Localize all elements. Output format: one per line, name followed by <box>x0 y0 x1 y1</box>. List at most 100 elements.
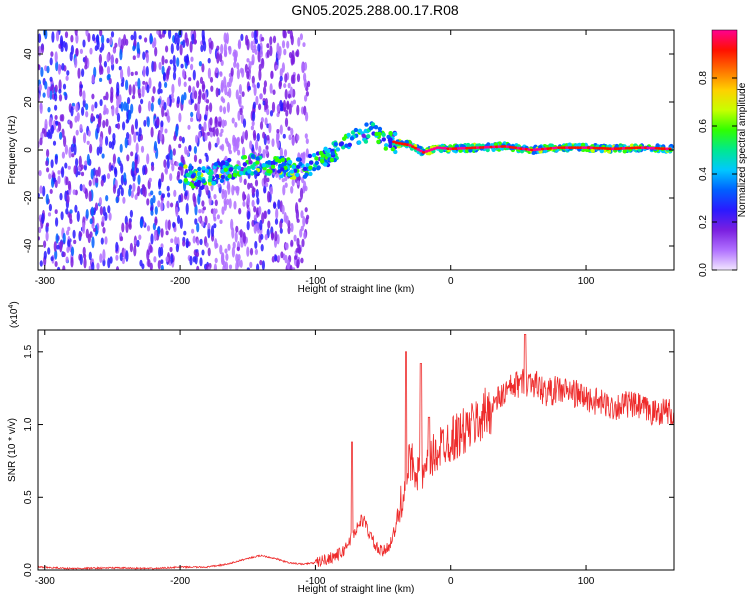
heatmap-cell <box>99 136 103 144</box>
heatmap-cell <box>158 179 162 190</box>
heatmap-cell <box>303 61 308 71</box>
heatmap-cell <box>46 167 50 173</box>
heatmap-cell <box>210 225 215 237</box>
heatmap-cell <box>149 244 153 253</box>
heatmap-cell <box>243 167 248 173</box>
heatmap-cell <box>123 172 127 183</box>
heatmap-cell <box>236 62 240 70</box>
heatmap-cell <box>66 246 70 253</box>
heatmap-cell <box>286 40 290 49</box>
heatmap-cell <box>59 241 63 253</box>
heatmap-cell <box>170 238 174 243</box>
heatmap-cell <box>190 63 194 71</box>
heatmap-cell <box>225 32 229 45</box>
heatmap-cell <box>194 90 198 100</box>
heatmap-cell <box>137 185 141 195</box>
heatmap-cell <box>261 260 265 270</box>
heatmap-cell <box>250 40 254 51</box>
heatmap-cell <box>377 126 383 132</box>
heatmap-cell <box>179 217 183 229</box>
heatmap-cell <box>364 122 369 127</box>
heatmap-cell <box>258 103 262 111</box>
heatmap-cell <box>95 169 99 177</box>
heatmap-cell <box>53 241 57 252</box>
heatmap-cell <box>242 131 246 140</box>
heatmap-cell <box>288 52 293 59</box>
heatmap-cell <box>201 220 205 227</box>
heatmap-cell <box>167 115 171 123</box>
heatmap-cell <box>219 71 223 77</box>
heatmap-cell <box>150 210 154 216</box>
heatmap-cell <box>61 128 65 138</box>
heatmap-cell <box>139 218 143 228</box>
heatmap-cell <box>305 111 309 122</box>
heatmap-cell <box>201 92 206 100</box>
heatmap-cell <box>622 149 627 154</box>
heatmap-cell <box>79 124 83 132</box>
heatmap-cell <box>116 112 121 123</box>
heatmap-cell <box>131 124 135 135</box>
heatmap-cell <box>102 227 106 234</box>
heatmap-cell <box>222 106 227 115</box>
heatmap-cell <box>176 96 180 105</box>
heatmap-cell <box>246 267 250 270</box>
colorbar-tick-label: 0.4 <box>698 167 709 181</box>
heatmap-cell <box>117 188 121 197</box>
heatmap-cell <box>314 156 319 161</box>
heatmap-cell <box>253 84 257 97</box>
heatmap-cell <box>91 236 95 249</box>
heatmap-cell <box>50 159 54 169</box>
heatmap-cell <box>101 175 105 181</box>
heatmap-cell <box>424 150 429 153</box>
heatmap-cell <box>133 239 138 245</box>
heatmap-cell <box>261 37 265 42</box>
heatmap-cell <box>481 146 486 149</box>
heatmap-cell <box>101 34 105 45</box>
heatmap-cell <box>216 52 220 64</box>
heatmap-cell <box>266 43 270 49</box>
heatmap-cell <box>448 147 453 151</box>
heatmap-cell <box>78 155 82 168</box>
heatmap-cell <box>255 188 259 199</box>
spectrogram-y-ticks: -40 -20 0 20 40 <box>23 48 674 253</box>
heatmap-cell <box>275 208 279 220</box>
heatmap-cell <box>255 156 260 161</box>
heatmap-cell <box>117 156 121 164</box>
heatmap-cell <box>133 245 137 257</box>
heatmap-cell <box>215 127 219 137</box>
heatmap-cell <box>140 145 145 153</box>
colorbar-tick-label: 0.2 <box>698 215 709 229</box>
heatmap-cell <box>59 192 63 201</box>
heatmap-cell <box>61 63 65 71</box>
heatmap-cell <box>228 198 232 209</box>
heatmap-cell <box>96 146 100 156</box>
heatmap-cell <box>282 99 287 112</box>
heatmap-cell <box>209 170 214 176</box>
heatmap-cell <box>275 64 279 70</box>
heatmap-cell <box>115 57 119 64</box>
heatmap-cell <box>135 167 139 174</box>
heatmap-cell <box>654 146 659 150</box>
heatmap-cell <box>79 84 83 89</box>
heatmap-cell <box>228 150 232 155</box>
heatmap-cell <box>45 193 49 205</box>
heatmap-cell <box>268 122 272 134</box>
heatmap-cell <box>565 146 569 150</box>
heatmap-cell <box>151 41 156 49</box>
heatmap-cell <box>158 61 162 71</box>
heatmap-cell <box>470 146 475 150</box>
heatmap-cell <box>108 125 112 135</box>
heatmap-cell <box>298 198 302 203</box>
heatmap-cell <box>277 169 282 174</box>
heatmap-cell <box>38 92 41 103</box>
heatmap-cell <box>50 124 55 134</box>
heatmap-cell <box>242 146 246 158</box>
heatmap-cell <box>227 243 231 251</box>
heatmap-cell <box>335 147 341 152</box>
heatmap-cell <box>75 33 79 44</box>
heatmap-cell <box>459 146 464 150</box>
heatmap-cell <box>57 170 61 175</box>
heatmap-cell <box>246 220 250 231</box>
heatmap-cell <box>302 166 308 172</box>
